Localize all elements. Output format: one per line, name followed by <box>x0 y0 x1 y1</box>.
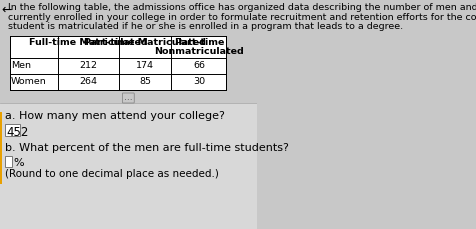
Text: ...: ... <box>124 93 133 103</box>
Text: Full-time Matriculated: Full-time Matriculated <box>29 38 148 47</box>
Text: Part-time: Part-time <box>174 38 224 47</box>
Text: b. What percent of the men are full-time students?: b. What percent of the men are full-time… <box>5 143 289 153</box>
Text: 452: 452 <box>6 126 28 139</box>
Text: Women: Women <box>11 77 47 86</box>
Text: ←: ← <box>1 4 12 17</box>
Text: currently enrolled in your college in order to formulate recruitment and retenti: currently enrolled in your college in or… <box>8 13 476 22</box>
Text: In the following table, the admissions office has organized data describing the : In the following table, the admissions o… <box>8 3 476 12</box>
Text: student is matriculated if he or she is enrolled in a program that leads to a de: student is matriculated if he or she is … <box>8 22 403 31</box>
Text: Men: Men <box>11 61 31 70</box>
Bar <box>10 36 227 90</box>
Text: 264: 264 <box>79 77 98 86</box>
Bar <box>5 124 20 136</box>
Bar <box>0 104 257 229</box>
FancyBboxPatch shape <box>122 93 134 103</box>
Text: (Round to one decimal place as needed.): (Round to one decimal place as needed.) <box>5 169 219 179</box>
Bar <box>5 156 12 167</box>
Text: a. How many men attend your college?: a. How many men attend your college? <box>5 111 225 121</box>
Text: %: % <box>13 158 24 168</box>
Text: 212: 212 <box>79 61 98 70</box>
Text: 66: 66 <box>193 61 205 70</box>
Text: Nonmatriculated: Nonmatriculated <box>154 47 244 56</box>
Text: 85: 85 <box>139 77 151 86</box>
Text: Part-time Matriculated: Part-time Matriculated <box>84 38 206 47</box>
Bar <box>0 112 2 184</box>
Text: 30: 30 <box>193 77 205 86</box>
Text: 174: 174 <box>136 61 154 70</box>
